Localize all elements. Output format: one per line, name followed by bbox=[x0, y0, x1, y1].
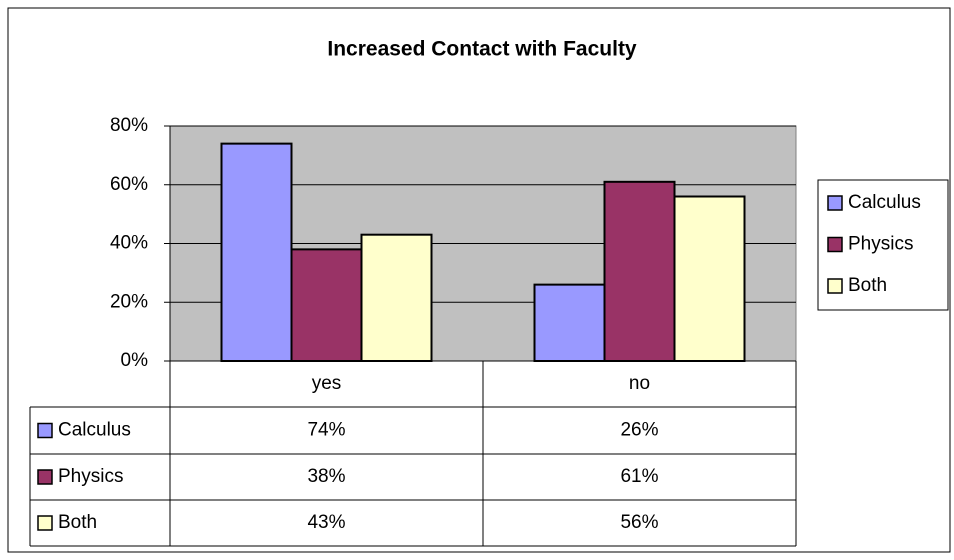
y-tick-label: 60% bbox=[110, 174, 148, 195]
legend-label: Physics bbox=[848, 234, 913, 255]
y-tick-label: 80% bbox=[110, 115, 148, 136]
bar bbox=[290, 248, 363, 362]
table-legend-key bbox=[37, 515, 53, 531]
x-tick-label: no bbox=[629, 373, 650, 394]
legend-label: Calculus bbox=[848, 192, 921, 213]
legend-key bbox=[827, 278, 843, 294]
table-legend-key bbox=[37, 422, 53, 439]
y-tick-label: 20% bbox=[110, 291, 148, 312]
table-value: 43% bbox=[307, 512, 345, 533]
table-value: 38% bbox=[307, 466, 345, 487]
table-value: 26% bbox=[620, 420, 658, 441]
bar bbox=[220, 142, 293, 362]
y-tick-label: 40% bbox=[110, 233, 148, 254]
table-legend-key bbox=[37, 469, 53, 485]
table-value: 74% bbox=[307, 420, 345, 441]
table-series-name: Physics bbox=[58, 466, 123, 487]
legend-key bbox=[827, 236, 843, 253]
legend-key bbox=[827, 195, 843, 211]
table-series-name: Both bbox=[58, 512, 97, 533]
bar bbox=[533, 283, 606, 362]
table-series-name: Calculus bbox=[58, 420, 131, 441]
chart-title: Increased Contact with Faculty bbox=[327, 38, 637, 61]
x-tick-label: yes bbox=[312, 373, 342, 394]
table-value: 56% bbox=[620, 512, 658, 533]
bar bbox=[360, 233, 433, 362]
legend-label: Both bbox=[848, 275, 887, 296]
bar bbox=[673, 195, 746, 362]
bar bbox=[603, 180, 676, 362]
y-tick-label: 0% bbox=[121, 350, 149, 371]
table-value: 61% bbox=[620, 466, 658, 487]
